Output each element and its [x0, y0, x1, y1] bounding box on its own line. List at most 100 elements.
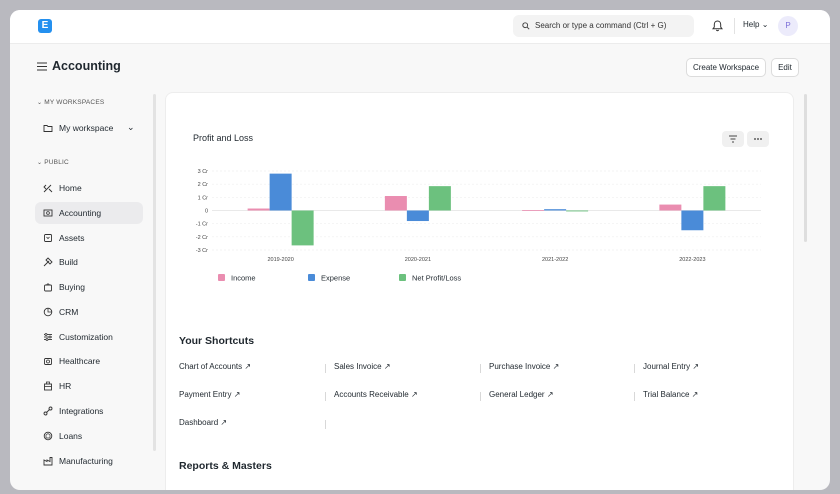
customization-icon	[44, 333, 52, 341]
avatar[interactable]: P	[778, 16, 798, 36]
y-tick-label: 1 Cr	[198, 195, 209, 201]
sidebar-item-loans[interactable]: Loans	[35, 425, 143, 447]
arrow-up-right-icon: ↗	[552, 362, 560, 371]
bar-net-profit-loss-2020-2021	[428, 186, 451, 211]
arrow-up-right-icon: ↗	[691, 390, 699, 399]
shortcut-label: Journal Entry	[643, 362, 691, 371]
main-scrollbar[interactable]	[804, 94, 807, 242]
shortcut-payment-entry[interactable]: Payment Entry ↗	[179, 390, 240, 399]
healthcare-icon	[44, 358, 52, 365]
sidebar-item-crm[interactable]: CRM	[35, 301, 143, 323]
shortcut-label: General Ledger	[489, 390, 545, 399]
sidebar-item-customization[interactable]: Customization	[35, 326, 143, 348]
shortcut-journal-entry[interactable]: Journal Entry ↗	[643, 362, 699, 371]
help-dropdown[interactable]: Help ⌄	[743, 20, 768, 29]
shortcut-label: Payment Entry	[179, 390, 232, 399]
bar-net-profit-loss-2022-2023	[703, 186, 726, 211]
sidebar-item-my-workspace[interactable]: My workspace ⌄	[35, 117, 143, 139]
legend-label: Income	[231, 274, 256, 283]
sidebar-toggle-icon[interactable]	[37, 62, 47, 71]
bar-income-2019-2020	[247, 208, 270, 211]
filter-button[interactable]	[722, 131, 744, 147]
sidebar-item-integrations[interactable]: Integrations	[35, 400, 143, 422]
x-tick-label: 2022-2023	[679, 257, 705, 263]
chart-menu-button[interactable]	[747, 131, 769, 147]
bar-expense-2021-2022	[544, 209, 567, 211]
sidebar-scrollbar[interactable]	[153, 94, 156, 451]
shortcut-dashboard[interactable]: Dashboard ↗	[179, 418, 227, 427]
crm-icon	[43, 307, 53, 317]
sidebar-item-home[interactable]: Home	[35, 177, 143, 199]
x-tick-label: 2021-2022	[542, 257, 568, 263]
search-input[interactable]: Search or type a command (Ctrl + G)	[513, 15, 694, 37]
integrations-icon	[43, 406, 53, 416]
public-label: PUBLIC	[44, 159, 69, 166]
chevron-down-icon: ⌄	[37, 100, 43, 106]
sidebar-item-label: My workspace	[59, 123, 114, 133]
sidebar-item-manufacturing[interactable]: Manufacturing	[35, 450, 143, 472]
arrow-up-right-icon: ↗	[220, 418, 228, 427]
shortcut-label: Accounts Receivable	[334, 390, 409, 399]
accounting-icon	[43, 209, 53, 217]
page-title: Accounting	[52, 59, 121, 73]
shortcut-purchase-invoice[interactable]: Purchase Invoice ↗	[489, 362, 559, 371]
buying-icon	[44, 283, 52, 292]
sidebar-item-hr[interactable]: HR	[35, 375, 143, 397]
sidebar-item-healthcare[interactable]: Healthcare	[35, 350, 143, 372]
arrow-up-right-icon: ↗	[546, 390, 554, 399]
bar-expense-2022-2023	[681, 210, 704, 231]
y-tick-label: 3 Cr	[198, 169, 209, 175]
my-workspaces-heading[interactable]: ⌄ MY WORKSPACES	[37, 99, 104, 106]
manufacturing-icon	[43, 457, 53, 466]
home-icon	[43, 184, 53, 193]
sidebar-item-label: Integrations	[59, 406, 104, 416]
search-icon	[522, 22, 530, 30]
bar-net-profit-loss-2021-2022	[566, 210, 589, 212]
shortcut-general-ledger[interactable]: General Ledger ↗	[489, 390, 554, 399]
divider	[325, 392, 326, 401]
bell-icon[interactable]	[712, 20, 723, 32]
chevron-down-icon[interactable]: ⌄	[127, 122, 135, 132]
bar-income-2022-2023	[659, 204, 682, 211]
arrow-up-right-icon: ↗	[244, 362, 252, 371]
sidebar-item-label: Home	[59, 183, 82, 193]
app-logo[interactable]: E	[38, 19, 52, 33]
hr-icon	[44, 381, 52, 391]
shortcut-label: Trial Balance	[643, 390, 690, 399]
sidebar-item-accounting[interactable]: Accounting	[35, 202, 143, 224]
divider	[480, 364, 481, 373]
bar-income-2020-2021	[384, 196, 407, 211]
sidebar-item-label: Customization	[59, 332, 113, 342]
legend-swatch	[399, 274, 406, 281]
x-tick-label: 2020-2021	[405, 257, 431, 263]
filter-icon	[729, 135, 737, 143]
sidebar-item-assets[interactable]: Assets	[35, 227, 143, 249]
edit-button[interactable]: Edit	[771, 58, 799, 77]
shortcut-sales-invoice[interactable]: Sales Invoice ↗	[334, 362, 391, 371]
divider	[325, 364, 326, 373]
public-heading[interactable]: ⌄ PUBLIC	[37, 159, 69, 166]
shortcut-trial-balance[interactable]: Trial Balance ↗	[643, 390, 698, 399]
sidebar-item-build[interactable]: Build	[35, 251, 143, 273]
shortcut-chart-of-accounts[interactable]: Chart of Accounts ↗	[179, 362, 251, 371]
shortcut-label: Chart of Accounts	[179, 362, 243, 371]
shortcut-label: Dashboard	[179, 418, 219, 427]
help-label: Help	[743, 20, 760, 29]
bar-expense-2020-2021	[406, 210, 429, 222]
assets-icon	[44, 234, 52, 242]
arrow-up-right-icon: ↗	[692, 362, 700, 371]
shortcuts-title: Your Shortcuts	[179, 335, 255, 347]
my-workspaces-label: MY WORKSPACES	[44, 99, 105, 106]
create-workspace-button[interactable]: Create Workspace	[686, 58, 766, 77]
search-placeholder: Search or type a command (Ctrl + G)	[535, 21, 667, 30]
reports-title: Reports & Masters	[179, 460, 272, 472]
sidebar-item-label: HR	[59, 381, 72, 391]
shortcut-accounts-receivable[interactable]: Accounts Receivable ↗	[334, 390, 418, 399]
legend-label: Net Profit/Loss	[412, 274, 461, 283]
sidebar-item-buying[interactable]: Buying	[35, 276, 143, 298]
bar-net-profit-loss-2019-2020	[291, 210, 314, 246]
divider	[325, 420, 326, 429]
more-icon	[754, 138, 762, 140]
sidebar-item-label: Buying	[59, 282, 85, 292]
bar-income-2021-2022	[522, 210, 545, 211]
